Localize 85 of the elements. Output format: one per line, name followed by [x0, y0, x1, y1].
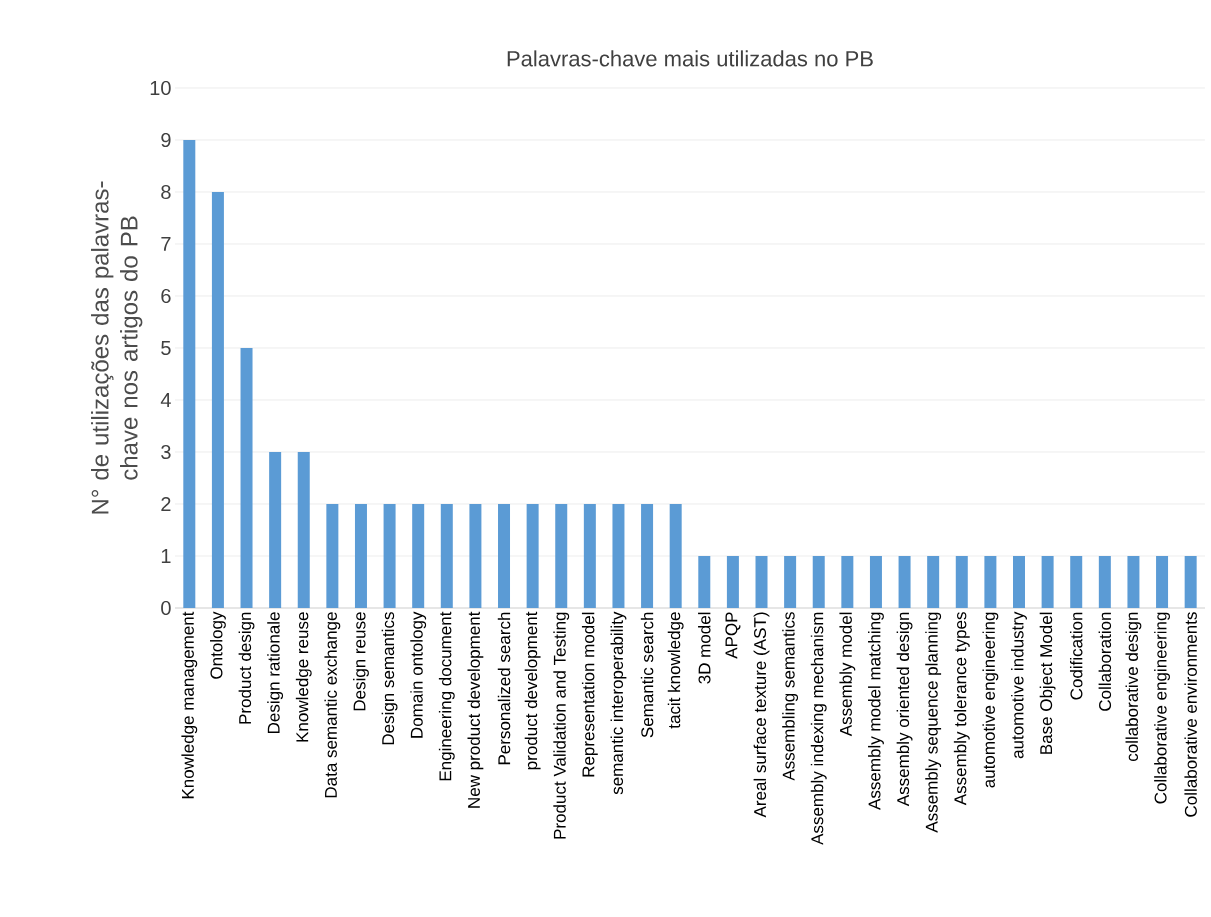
bar [612, 504, 625, 608]
x-tick-label: Collaborative environments [1184, 612, 1197, 817]
x-tick-label: Assembly oriented design [896, 612, 913, 807]
x-tick-label: Assembly indexing mechanism [810, 612, 827, 845]
bar [841, 556, 854, 608]
bar [240, 348, 253, 608]
x-tick-label: Design semantics [381, 612, 398, 745]
bar [669, 504, 682, 608]
bar [784, 556, 797, 608]
y-tick-label: 6 [161, 288, 171, 304]
bar [183, 139, 196, 608]
bar [755, 556, 768, 608]
y-tick-label: 8 [161, 184, 171, 200]
bar [469, 504, 482, 608]
x-tick-label: Collaboration [1098, 612, 1112, 711]
y-tick-label: 4 [160, 393, 171, 407]
y-tick-label: 7 [161, 237, 171, 251]
x-tick-label: Knowledge reuse [295, 612, 312, 742]
bar [1013, 556, 1025, 608]
x-tick-label: Collaborative engineering [1154, 612, 1170, 804]
x-tick-label: New product development [467, 611, 484, 808]
bar [326, 504, 339, 608]
y-tick-label: 1 [161, 549, 171, 563]
x-tick-label: semantic interoperability [610, 611, 627, 795]
y-tick-label: 3 [161, 444, 171, 460]
x-tick-label: automotive engineering [982, 612, 999, 788]
y-axis-title: N° de utilizações das palavras-chave nos artigos do PB [91, 181, 143, 514]
bar [498, 504, 511, 608]
y-tick-label: 0 [161, 600, 171, 616]
x-tick-label: collaborative design [1125, 612, 1142, 762]
bar [583, 504, 596, 608]
x-tick-label: APQP [725, 612, 741, 659]
bar [898, 556, 911, 608]
x-tick-label: Design reuse [353, 612, 369, 711]
bar [354, 504, 367, 608]
x-tick-label: Domain ontology [410, 611, 427, 738]
bar [641, 504, 654, 608]
bar [211, 191, 224, 608]
bar [1156, 556, 1169, 608]
x-tick-label: Knowledge management [181, 611, 198, 799]
x-tick-label: Areal surface texture (AST) [753, 612, 770, 818]
x-tick-label: Product Validation and Testing [553, 612, 570, 839]
x-tick-label: automotive industry [1011, 611, 1027, 759]
x-tick-label: Assembly tolerance types [953, 612, 970, 806]
bar [726, 556, 739, 608]
x-tick-label: Assembling semantics [782, 612, 799, 781]
x-tick-label: Codification [1069, 612, 1083, 700]
bar [698, 556, 711, 608]
bar [812, 556, 825, 608]
x-tick-label: Personalized search [497, 612, 511, 765]
bar [927, 556, 940, 608]
x-tick-label: product development [524, 611, 541, 770]
bar [869, 556, 882, 608]
x-tick-label: Assembly model matching [868, 612, 884, 810]
x-tick-label: Design rationale [267, 612, 284, 733]
y-tick-label: 2 [161, 497, 171, 511]
bar [984, 556, 997, 608]
bar [1098, 556, 1111, 608]
bar [555, 504, 568, 608]
x-tick-label: Assembly model [839, 612, 856, 737]
x-tick-label: Product design [238, 612, 255, 724]
bar [412, 504, 425, 608]
chart-title: Palavras-chave mais utilizadas no PB [507, 50, 873, 67]
bar [1070, 556, 1083, 608]
x-tick-label: Ontology [210, 611, 226, 679]
bar [1041, 556, 1054, 608]
bar [1184, 556, 1197, 608]
x-tick-label: Assembly sequence planning [925, 612, 942, 833]
y-tick-label: 9 [161, 132, 171, 148]
x-tick-label: Semantic search [640, 612, 654, 738]
bar [955, 556, 968, 608]
x-tick-label: tacit knowledge [667, 612, 684, 729]
bar [383, 504, 396, 608]
bar [440, 504, 453, 608]
x-tick-label: Base Object Model [1039, 612, 1056, 754]
x-tick-label: Data semantic exchange [324, 612, 341, 798]
bar [1127, 556, 1140, 608]
x-tick-label: 3D model [698, 612, 711, 684]
y-tick-label: 5 [161, 341, 171, 355]
x-tick-label: Engineering document [438, 611, 455, 781]
bar [269, 452, 282, 608]
y-tick-label: 10 [150, 80, 171, 96]
bar [297, 452, 310, 608]
x-tick-label: Representation model [581, 612, 598, 777]
bar [526, 504, 539, 608]
